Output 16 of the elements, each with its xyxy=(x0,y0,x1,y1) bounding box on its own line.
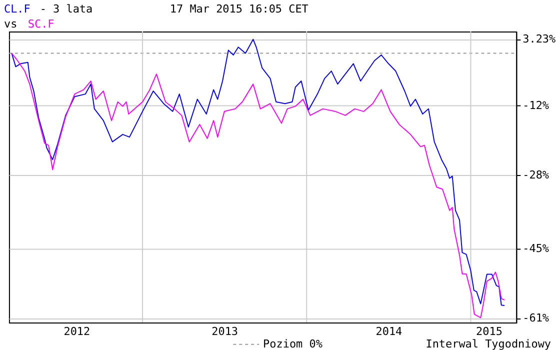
x-tick-label: 2013 xyxy=(212,324,238,338)
text: SC.F xyxy=(28,18,54,31)
y-tick-label: -61% xyxy=(522,312,550,325)
x-tick-label: 2012 xyxy=(64,324,90,338)
text: Interwal Tygodniowy xyxy=(426,337,552,350)
x-tick-label: 2015 xyxy=(476,324,502,338)
y-tick-label: -28% xyxy=(522,168,550,182)
text: 17 Mar 2015 16:05 CET xyxy=(170,2,309,16)
y-tick-label: -12% xyxy=(522,98,550,112)
text: vs xyxy=(4,18,18,31)
x-tick-label: 2014 xyxy=(376,324,403,338)
y-tick-label: -45% xyxy=(522,242,550,256)
y-tick-label: 3.23% xyxy=(522,32,556,46)
text: CL.F xyxy=(4,2,30,16)
chart-title: - 3 lata xyxy=(40,2,93,16)
legend-label: Poziom 0% xyxy=(263,337,323,350)
